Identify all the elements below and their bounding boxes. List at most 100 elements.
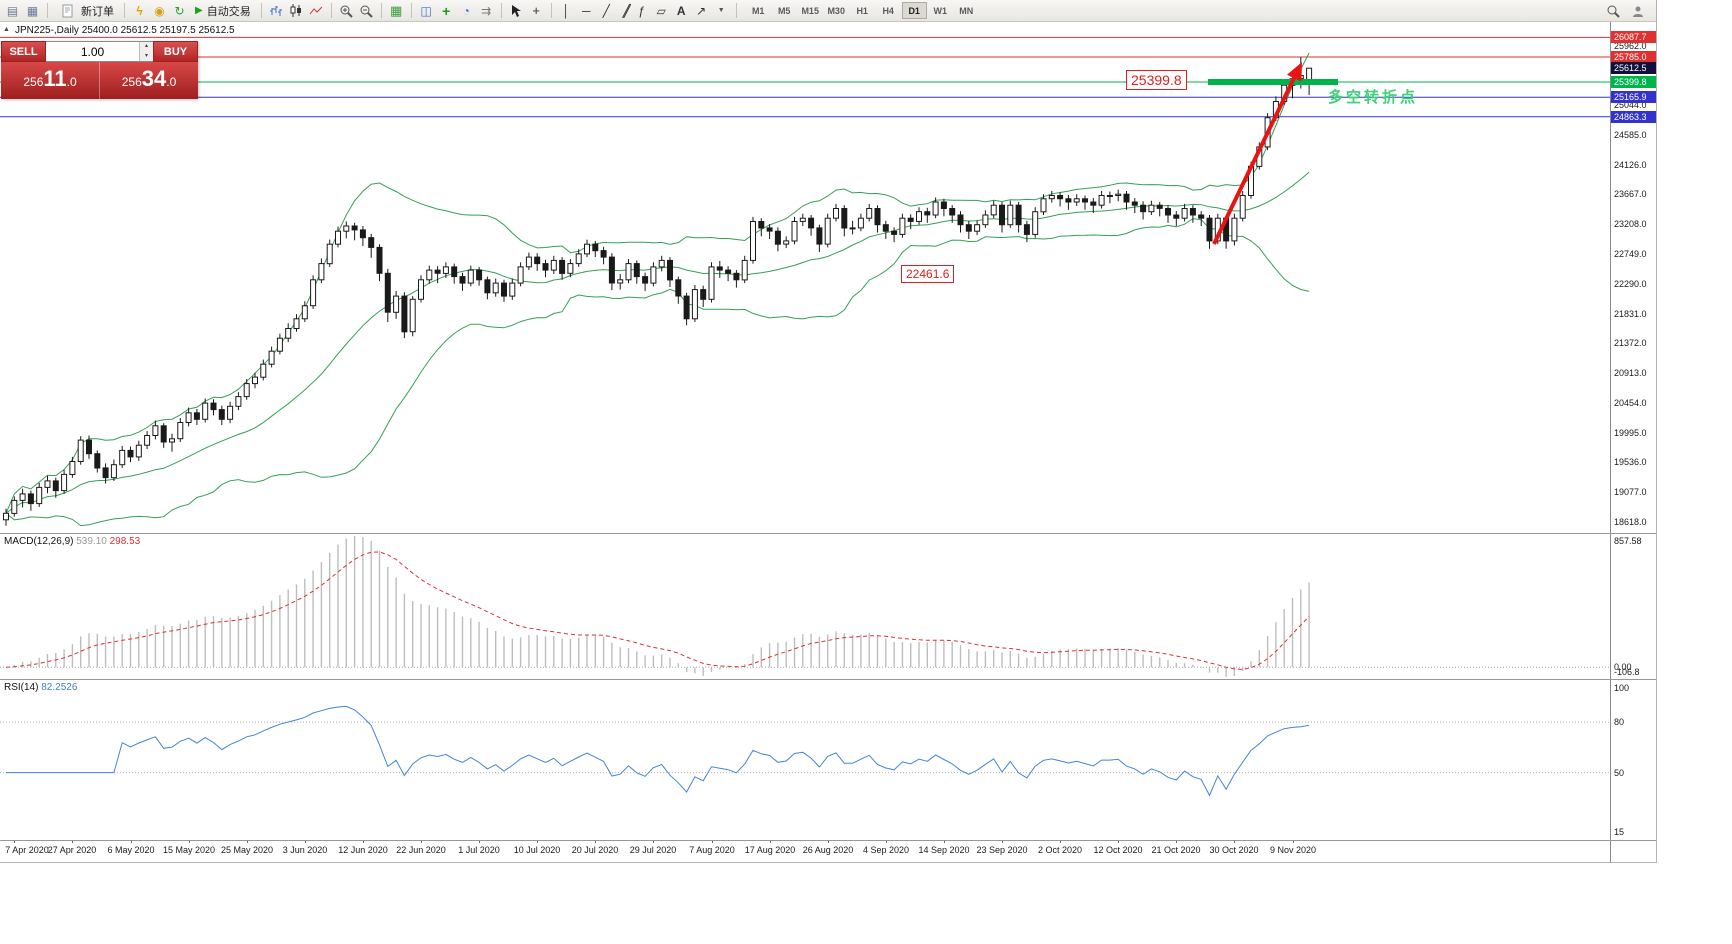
candle [86,439,92,455]
tile-windows-icon[interactable]: ◫ [420,3,432,18]
panel-separator-rsi-dates[interactable] [0,840,1656,841]
date-axis[interactable]: 7 Apr 2020 27 Apr 2020 6 May 2020 15 May 20… [0,840,1610,862]
channel-icon[interactable]: ╱╱ [622,3,630,18]
chart-profiles-icon[interactable]: ▦ [26,3,39,18]
mt4-terminal: ▤ ▦ 新订单 ϟ ◉ ↻ ▶ 自动交易 ▦ ◫ + ◔ ⇉ + │ ─ [0,0,1657,863]
candle [102,467,109,479]
date-tick [653,840,654,843]
vertical-line-icon[interactable]: │ [562,3,570,18]
volume-down-button[interactable]: ▾ [140,51,153,61]
sell-price-button[interactable]: 256 11.0 [1,62,99,99]
text-tool-icon[interactable]: A [676,3,686,18]
price-axis[interactable]: 25962.0 25044.0 24585.0 24126.0 23667.0 23208… [1610,22,1656,862]
date-tick [1002,840,1003,843]
timeframe-m5[interactable]: M5 [772,2,797,19]
panel-separator-macd-rsi[interactable] [0,679,1656,680]
candle [824,217,831,245]
turning-point-note[interactable]: 多空转折点 [1328,89,1419,106]
coins-icon[interactable]: ◉ [154,3,165,18]
timeframe-h4[interactable]: H4 [876,2,901,19]
timeframe-mn[interactable]: MN [954,2,979,19]
buy-price-button[interactable]: 256 34.0 [99,62,198,99]
mid-price-annotation[interactable]: 22461.6 [901,265,955,283]
fibonacci-icon[interactable]: ƒ [637,3,645,18]
autotrading-button[interactable]: ▶ 自动交易 [190,2,256,20]
candle [19,493,26,501]
rsi-tick-label: 50 [1614,768,1625,778]
support-price-annotation[interactable]: 25399.8 [1126,70,1187,90]
rsi-label: RSI(14) 82.2526 [4,682,77,693]
date-tick [305,840,306,843]
new-chart-icon[interactable]: ▤ [6,3,19,18]
date-tick [72,840,73,843]
lightning-icon[interactable]: ϟ [136,3,143,18]
one-click-collapse-arrow[interactable]: ▲ [3,26,10,33]
candle [69,461,76,475]
zoom-out-icon[interactable] [357,2,376,20]
trend-arrow-shaft [1212,77,1296,245]
timeframe-m15[interactable]: M15 [798,2,823,19]
toolbar-separator [550,3,552,18]
shapes-icon[interactable]: ▱ [656,3,666,18]
grid-icon[interactable]: ▦ [390,2,403,18]
new-order-button[interactable]: 新订单 [53,2,119,20]
timeframe-w1[interactable]: W1 [928,2,953,19]
candle [442,266,449,274]
toolbar-separator [380,3,382,18]
date-label: 21 Oct 2020 [1151,845,1201,855]
indicators-add-icon[interactable]: + [442,2,451,19]
search-icon[interactable] [1603,2,1622,20]
tools-dropdown-icon[interactable]: ▼ [717,7,725,14]
crosshair-icon[interactable]: + [532,3,540,18]
chart-shift-icon[interactable]: ⇉ [481,3,492,18]
horizontal-line-icon[interactable]: ─ [581,3,591,18]
candlestick-icon[interactable] [287,2,306,20]
candle [152,425,159,436]
candle [202,402,209,420]
price-tick-label: 24126.0 [1614,160,1647,170]
date-tick [1118,840,1119,843]
timeframe-m30[interactable]: M30 [824,2,849,19]
price-tick-label: 22749.0 [1614,249,1647,259]
candle [1048,195,1055,200]
candle [758,221,765,229]
candle [1239,195,1246,219]
candle [708,266,715,300]
zoom-in-icon[interactable] [337,2,356,20]
chart-ohlc-title: JPN225-,Daily 25400.0 25612.5 25197.5 25… [15,25,235,36]
candle [600,250,607,258]
timeframe-d1[interactable]: D1 [901,2,927,19]
timeframe-h1[interactable]: H1 [850,2,875,19]
bar-chart-icon[interactable] [267,2,286,20]
candle [957,214,964,226]
chart-canvas[interactable] [0,22,1610,862]
trendline-icon[interactable]: ╱ [602,3,610,18]
price-tick-label: 20454.0 [1614,398,1647,408]
community-icon[interactable] [1628,2,1647,20]
price-tick-label: 25044.0 [1614,100,1647,110]
buy-button[interactable]: BUY [153,41,198,62]
volume-input[interactable] [46,42,139,61]
candle [932,201,939,216]
autoscroll-icon[interactable]: ◔ [462,3,470,18]
volume-up-button[interactable]: ▴ [140,42,153,52]
refresh-icon[interactable]: ↻ [174,3,185,18]
line-chart-icon[interactable] [307,2,326,20]
date-tick [712,840,713,843]
price-level-label: 25785.0 [1611,51,1656,63]
panel-separator-main-macd[interactable] [0,533,1656,534]
date-tick [1234,840,1235,843]
macd-tick-label: -106.8 [1614,667,1640,677]
candle [592,243,599,252]
timeframe-m1[interactable]: M1 [746,2,771,19]
candle [218,409,225,420]
price-tick-label: 18618.0 [1614,517,1647,527]
date-tick [770,840,771,843]
sell-button[interactable]: SELL [1,41,46,62]
arrows-tool-icon[interactable]: ↗ [696,3,707,18]
candle [77,439,84,463]
cursor-icon[interactable] [507,2,526,20]
price-tick-label: 19995.0 [1614,428,1647,438]
price-tick-label: 19077.0 [1614,487,1647,497]
candle [725,269,732,274]
